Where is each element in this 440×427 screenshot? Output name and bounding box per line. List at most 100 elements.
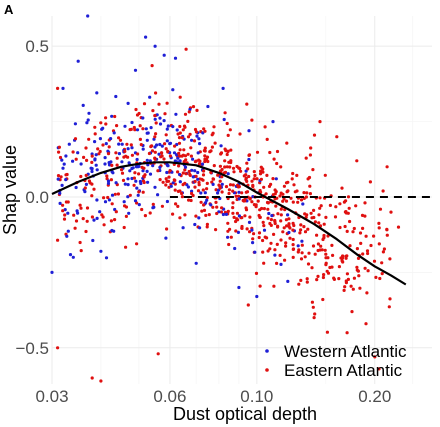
point-eastern-atlantic [84, 173, 88, 177]
point-eastern-atlantic [352, 276, 356, 280]
point-western-atlantic [128, 169, 132, 173]
point-eastern-atlantic [159, 155, 163, 159]
point-eastern-atlantic [201, 188, 205, 192]
point-eastern-atlantic [223, 165, 227, 169]
point-eastern-atlantic [138, 124, 142, 128]
point-western-atlantic [169, 184, 173, 188]
point-eastern-atlantic [218, 186, 222, 190]
point-eastern-atlantic [347, 206, 351, 210]
point-eastern-atlantic [210, 145, 214, 149]
point-eastern-atlantic [183, 112, 188, 116]
point-western-atlantic [203, 191, 207, 195]
point-eastern-atlantic [333, 215, 338, 219]
point-eastern-atlantic [284, 218, 288, 222]
point-eastern-atlantic [261, 170, 265, 174]
point-eastern-atlantic [344, 281, 348, 285]
point-eastern-atlantic [203, 129, 207, 133]
point-eastern-atlantic [248, 215, 252, 219]
point-eastern-atlantic [124, 245, 128, 249]
point-eastern-atlantic [378, 276, 382, 281]
point-western-atlantic [188, 107, 192, 112]
point-eastern-atlantic [109, 178, 113, 182]
point-western-atlantic [250, 228, 254, 232]
point-eastern-atlantic [203, 146, 207, 150]
point-eastern-atlantic [304, 156, 308, 160]
point-western-atlantic [103, 162, 107, 166]
point-eastern-atlantic [156, 352, 160, 356]
point-eastern-atlantic [387, 305, 391, 309]
point-western-atlantic [76, 59, 80, 63]
point-eastern-atlantic [223, 170, 228, 174]
point-eastern-atlantic [313, 252, 317, 256]
point-eastern-atlantic [205, 181, 209, 185]
point-eastern-atlantic [78, 240, 82, 245]
point-eastern-atlantic [334, 205, 338, 209]
point-eastern-atlantic [229, 235, 233, 239]
point-eastern-atlantic [186, 152, 190, 156]
point-eastern-atlantic [101, 143, 105, 147]
point-eastern-atlantic [360, 213, 365, 217]
point-eastern-atlantic [300, 251, 304, 255]
point-western-atlantic [110, 228, 114, 233]
point-eastern-atlantic [338, 225, 342, 230]
point-eastern-atlantic [141, 127, 145, 131]
point-eastern-atlantic [339, 256, 343, 260]
point-eastern-atlantic [219, 152, 223, 156]
point-eastern-atlantic [271, 177, 275, 181]
point-eastern-atlantic [162, 157, 166, 161]
point-eastern-atlantic [183, 125, 187, 129]
point-western-atlantic [196, 170, 200, 175]
point-eastern-atlantic [245, 102, 249, 106]
point-western-atlantic [74, 185, 78, 190]
point-western-atlantic [220, 182, 224, 186]
point-western-atlantic [190, 189, 194, 193]
point-western-atlantic [106, 181, 111, 185]
point-eastern-atlantic [213, 141, 217, 145]
point-western-atlantic [219, 144, 223, 148]
point-eastern-atlantic [225, 152, 229, 157]
point-eastern-atlantic [348, 219, 352, 224]
point-eastern-atlantic [99, 379, 103, 383]
point-western-atlantic [255, 294, 259, 299]
point-western-atlantic [76, 211, 80, 215]
point-eastern-atlantic [229, 160, 233, 165]
point-eastern-atlantic [284, 244, 288, 248]
point-western-atlantic [56, 177, 60, 181]
point-western-atlantic [113, 207, 117, 212]
point-eastern-atlantic [203, 154, 207, 158]
point-western-atlantic [92, 218, 96, 222]
point-eastern-atlantic [202, 203, 206, 207]
point-eastern-atlantic [177, 141, 182, 145]
point-eastern-atlantic [265, 173, 269, 177]
point-eastern-atlantic [265, 200, 270, 205]
point-eastern-atlantic [209, 171, 213, 175]
point-eastern-atlantic [302, 225, 306, 229]
point-western-atlantic [221, 86, 225, 90]
point-eastern-atlantic [232, 215, 236, 219]
point-eastern-atlantic [240, 191, 244, 195]
point-eastern-atlantic [142, 180, 146, 185]
point-eastern-atlantic [278, 194, 282, 198]
point-eastern-atlantic [303, 255, 307, 259]
point-eastern-atlantic [268, 150, 272, 155]
point-eastern-atlantic [109, 219, 113, 223]
point-eastern-atlantic [257, 231, 262, 235]
point-eastern-atlantic [116, 192, 120, 196]
point-eastern-atlantic [285, 141, 289, 145]
point-eastern-atlantic [96, 147, 100, 151]
point-eastern-atlantic [113, 192, 117, 196]
point-eastern-atlantic [278, 253, 282, 257]
point-eastern-atlantic [189, 146, 193, 150]
point-eastern-atlantic [229, 148, 233, 152]
point-eastern-atlantic [187, 110, 191, 114]
point-eastern-atlantic [302, 191, 306, 195]
point-western-atlantic [136, 193, 140, 197]
point-eastern-atlantic [132, 176, 136, 180]
point-eastern-atlantic [377, 242, 381, 246]
point-eastern-atlantic [308, 153, 312, 157]
point-western-atlantic [131, 166, 135, 170]
point-eastern-atlantic [64, 200, 68, 204]
point-eastern-atlantic [195, 108, 199, 112]
point-eastern-atlantic [291, 228, 295, 232]
point-eastern-atlantic [158, 178, 162, 182]
